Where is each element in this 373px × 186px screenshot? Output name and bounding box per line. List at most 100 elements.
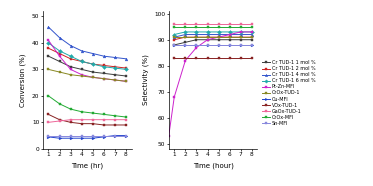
X-axis label: Time (hr): Time (hr): [71, 163, 103, 169]
Cu-MFI: [250, 44, 254, 46]
Pt-Zn-MFI: [113, 79, 117, 81]
CrOx-TUD-1: [79, 75, 84, 77]
Cr TUD-1 4 mol %: [79, 50, 84, 52]
CrOx-MFI: [124, 116, 128, 118]
Cr TUD-1 2 mol %: [228, 36, 232, 38]
Cr TUD-1 6 mol %: [124, 68, 128, 70]
Cr TUD-1 6 mol %: [101, 66, 106, 68]
VOx-TUD-1: [124, 124, 128, 126]
CrOx-MFI: [216, 26, 221, 28]
CrOx-MFI: [91, 112, 95, 114]
VOx-TUD-1: [46, 113, 51, 116]
Sn-MFI: [91, 134, 95, 137]
CrOx-MFI: [228, 26, 232, 28]
Cr TUD-1 4 mol %: [91, 52, 95, 55]
Line: Pt-Zn-MFI: Pt-Zn-MFI: [47, 39, 127, 83]
CrOx-MFI: [172, 26, 176, 28]
Cr TUD-1 6 mol %: [250, 31, 254, 33]
Cr TUD-1 1 mol %: [205, 39, 210, 41]
Cr TUD-1 1 mol %: [79, 68, 84, 70]
Cr TUD-1 1 mol %: [183, 41, 188, 44]
Cr TUD-1 6 mol %: [172, 33, 176, 36]
Cr TUD-1 6 mol %: [238, 31, 243, 33]
Cr TUD-1 6 mol %: [216, 31, 221, 33]
Cr TUD-1 1 mol %: [228, 39, 232, 41]
CrOx-MFI: [46, 95, 51, 97]
Cr TUD-1 1 mol %: [238, 39, 243, 41]
Cr TUD-1 1 mol %: [46, 55, 51, 57]
Line: VOx-TUD-1: VOx-TUD-1: [47, 113, 127, 126]
Cu-MFI: [113, 134, 117, 137]
Cr TUD-1 6 mol %: [183, 31, 188, 33]
Line: CrOx-TUD-1: CrOx-TUD-1: [47, 68, 127, 83]
Line: Cr TUD-1 4 mol %: Cr TUD-1 4 mol %: [47, 26, 127, 60]
Sn-MFI: [205, 44, 210, 46]
GaOx-TUD-1: [183, 23, 188, 25]
GaOx-TUD-1: [216, 23, 221, 25]
VOx-TUD-1: [68, 121, 73, 124]
Sn-MFI: [46, 134, 51, 137]
Cu-MFI: [183, 44, 188, 46]
Cr TUD-1 4 mol %: [205, 33, 210, 36]
GaOx-TUD-1: [238, 23, 243, 25]
Cu-MFI: [238, 44, 243, 46]
Pt-Zn-MFI: [68, 68, 73, 70]
Pt-Zn-MFI: [194, 46, 199, 49]
GaOx-TUD-1: [101, 118, 106, 121]
GaOx-TUD-1: [194, 23, 199, 25]
Cr TUD-1 2 mol %: [101, 64, 106, 67]
Sn-MFI: [79, 134, 84, 137]
Cr TUD-1 2 mol %: [194, 36, 199, 38]
GaOx-TUD-1: [205, 23, 210, 25]
Pt-Zn-MFI: [57, 55, 62, 57]
Cr TUD-1 4 mol %: [238, 33, 243, 36]
Sn-MFI: [194, 44, 199, 46]
CrOx-MFI: [205, 26, 210, 28]
Line: Sn-MFI: Sn-MFI: [47, 134, 127, 137]
Cr TUD-1 1 mol %: [57, 60, 62, 62]
Line: Cr TUD-1 6 mol %: Cr TUD-1 6 mol %: [173, 31, 253, 36]
Pt-Zn-MFI: [205, 39, 210, 41]
Line: CrOx-MFI: CrOx-MFI: [47, 94, 127, 118]
Cr TUD-1 2 mol %: [205, 36, 210, 38]
VOx-TUD-1: [216, 57, 221, 59]
VOx-TUD-1: [250, 57, 254, 59]
Line: GaOx-TUD-1: GaOx-TUD-1: [47, 118, 127, 124]
CrOx-MFI: [68, 108, 73, 110]
Cr TUD-1 2 mol %: [216, 36, 221, 38]
VOx-TUD-1: [238, 57, 243, 59]
Cr TUD-1 1 mol %: [113, 74, 117, 76]
Cr TUD-1 6 mol %: [91, 63, 95, 65]
Line: Cr TUD-1 1 mol %: Cr TUD-1 1 mol %: [47, 55, 127, 77]
Legend: Cr TUD-1 1 mol %, Cr TUD-1 2 mol %, Cr TUD-1 4 mol %, Cr TUD-1 6 mol %, Pt-Zn-MF: Cr TUD-1 1 mol %, Cr TUD-1 2 mol %, Cr T…: [262, 60, 316, 126]
X-axis label: Time (hour): Time (hour): [192, 163, 233, 169]
Cu-MFI: [57, 137, 62, 139]
Line: CrOx-MFI: CrOx-MFI: [173, 25, 253, 28]
Line: Pt-Zn-MFI: Pt-Zn-MFI: [167, 31, 253, 137]
CrOx-TUD-1: [124, 80, 128, 82]
Cr TUD-1 2 mol %: [124, 67, 128, 69]
CrOx-TUD-1: [228, 36, 232, 38]
Line: Cr TUD-1 1 mol %: Cr TUD-1 1 mol %: [173, 38, 253, 46]
Line: CrOx-TUD-1: CrOx-TUD-1: [173, 36, 253, 39]
Cr TUD-1 2 mol %: [68, 58, 73, 60]
Sn-MFI: [228, 44, 232, 46]
VOx-TUD-1: [57, 118, 62, 121]
CrOx-TUD-1: [46, 68, 51, 70]
CrOx-TUD-1: [101, 78, 106, 80]
Line: Cr TUD-1 2 mol %: Cr TUD-1 2 mol %: [173, 36, 253, 41]
CrOx-TUD-1: [238, 36, 243, 38]
CrOx-MFI: [250, 26, 254, 28]
Sn-MFI: [183, 44, 188, 46]
Cu-MFI: [194, 44, 199, 46]
Sn-MFI: [250, 44, 254, 46]
Line: Cr TUD-1 2 mol %: Cr TUD-1 2 mol %: [47, 47, 127, 69]
Sn-MFI: [172, 44, 176, 46]
Y-axis label: Conversion (%): Conversion (%): [20, 53, 26, 107]
Pt-Zn-MFI: [250, 31, 254, 33]
GaOx-TUD-1: [113, 118, 117, 121]
Pt-Zn-MFI: [124, 80, 128, 82]
Pt-Zn-MFI: [46, 39, 51, 41]
Cr TUD-1 2 mol %: [172, 39, 176, 41]
CrOx-MFI: [101, 113, 106, 116]
